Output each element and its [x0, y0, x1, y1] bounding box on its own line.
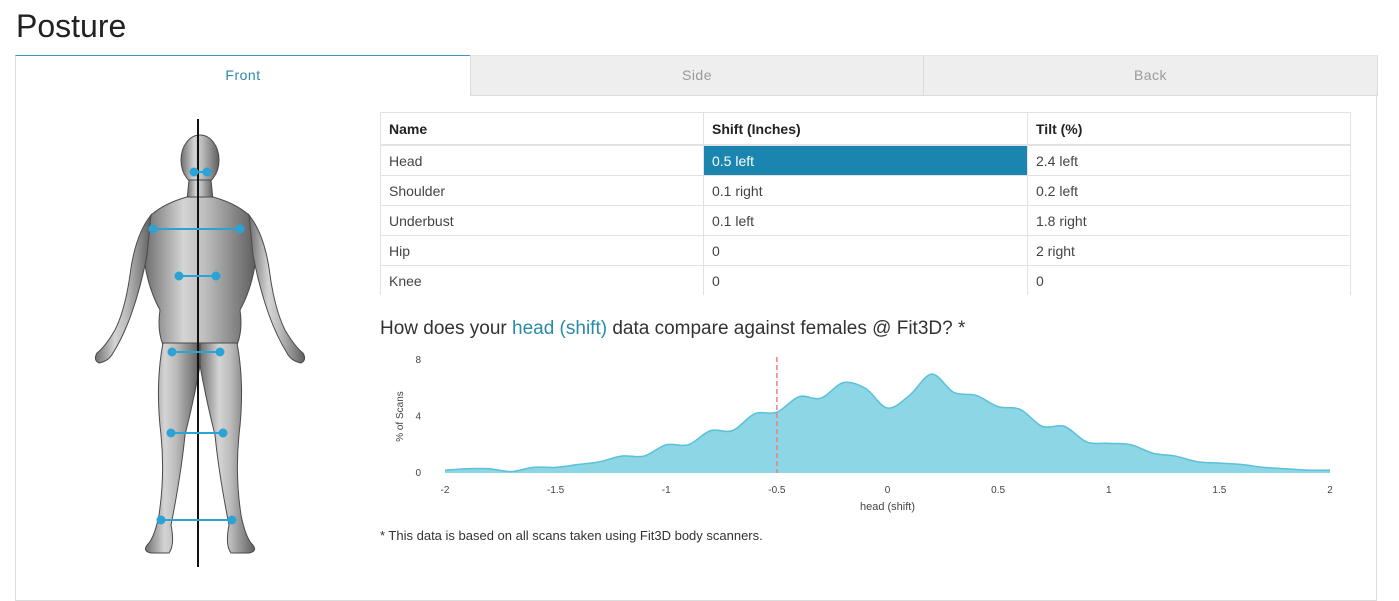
- y-tick-label: 0: [415, 468, 421, 479]
- table-row: Head 0.5 left 2.4 left: [380, 144, 1351, 176]
- table-row: Underbust 0.1 left 1.8 right: [380, 205, 1351, 236]
- x-tick-label: 1.5: [1212, 485, 1226, 496]
- tilt-cell[interactable]: 2.4 left: [1027, 144, 1351, 176]
- row-name: Knee: [380, 265, 704, 295]
- posture-table: Name Shift (Inches) Tilt (%) Head 0.5 le…: [380, 112, 1351, 295]
- table-header-row: Name Shift (Inches) Tilt (%): [380, 112, 1351, 146]
- row-name: Hip: [380, 235, 704, 266]
- shift-cell[interactable]: 0.1 right: [703, 175, 1028, 206]
- tab-front[interactable]: Front: [15, 55, 470, 96]
- shift-cell-selected[interactable]: 0.5 left: [703, 144, 1028, 176]
- shift-cell[interactable]: 0.1 left: [703, 205, 1028, 236]
- row-name: Shoulder: [380, 175, 704, 206]
- header-name[interactable]: Name: [380, 112, 704, 146]
- x-tick-label: 1: [1106, 485, 1112, 496]
- tilt-cell[interactable]: 0.2 left: [1027, 175, 1351, 206]
- table-row: Knee 0 0: [380, 265, 1351, 295]
- y-tick-label: 4: [415, 412, 421, 423]
- tilt-cell[interactable]: 1.8 right: [1027, 205, 1351, 236]
- comparison-question: How does your head (shift) data compare …: [380, 315, 965, 343]
- body-silhouette: [94, 134, 306, 554]
- x-tick-label: 2: [1327, 485, 1333, 496]
- body-scan-figure: [94, 119, 306, 567]
- header-tilt[interactable]: Tilt (%): [1027, 112, 1351, 146]
- distribution-chart: -2 -1.5 -1 -0.5 0 0.5 1 1.5 2 0 4 8 head (shift) % of…: [395, 355, 1333, 513]
- y-axis-label: % of Scans: [395, 391, 406, 442]
- distribution-line: [444, 373, 1331, 473]
- row-name: Head: [380, 144, 704, 176]
- question-prefix: How does your: [380, 318, 513, 339]
- question-metric: head (shift): [512, 318, 608, 339]
- tab-back[interactable]: Back: [924, 55, 1378, 96]
- x-tick-label: -0.5: [768, 485, 786, 496]
- header-shift[interactable]: Shift (Inches): [703, 112, 1028, 146]
- x-tick-label: -1.5: [547, 485, 565, 496]
- x-tick-label: 0: [885, 485, 891, 496]
- table-row: Hip 0 2 right: [380, 235, 1351, 266]
- distribution-area: [445, 374, 1330, 473]
- x-tick-label: -1: [662, 485, 671, 496]
- tilt-cell[interactable]: 2 right: [1027, 235, 1351, 266]
- view-tabs: Front Side Back: [15, 55, 1378, 96]
- table-row: Shoulder 0.1 right 0.2 left: [380, 175, 1351, 206]
- x-tick-label: -2: [441, 485, 450, 496]
- posture-markers: [148, 167, 245, 525]
- shift-cell[interactable]: 0: [703, 265, 1028, 295]
- tilt-cell[interactable]: 0: [1027, 265, 1351, 295]
- page-title: Posture: [16, 8, 127, 44]
- shift-cell[interactable]: 0: [703, 235, 1028, 266]
- y-tick-label: 8: [415, 355, 421, 366]
- tab-side[interactable]: Side: [470, 55, 924, 96]
- footnote: * This data is based on all scans taken …: [380, 528, 763, 543]
- row-name: Underbust: [380, 205, 704, 236]
- x-tick-label: 0.5: [991, 485, 1005, 496]
- x-axis-label: head (shift): [860, 501, 915, 513]
- question-suffix: data compare against females @ Fit3D? *: [607, 318, 966, 339]
